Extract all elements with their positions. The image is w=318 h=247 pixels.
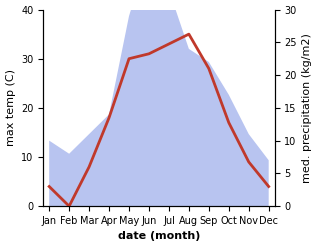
Y-axis label: med. precipitation (kg/m2): med. precipitation (kg/m2) [302,33,313,183]
Y-axis label: max temp (C): max temp (C) [5,69,16,146]
X-axis label: date (month): date (month) [118,231,200,242]
